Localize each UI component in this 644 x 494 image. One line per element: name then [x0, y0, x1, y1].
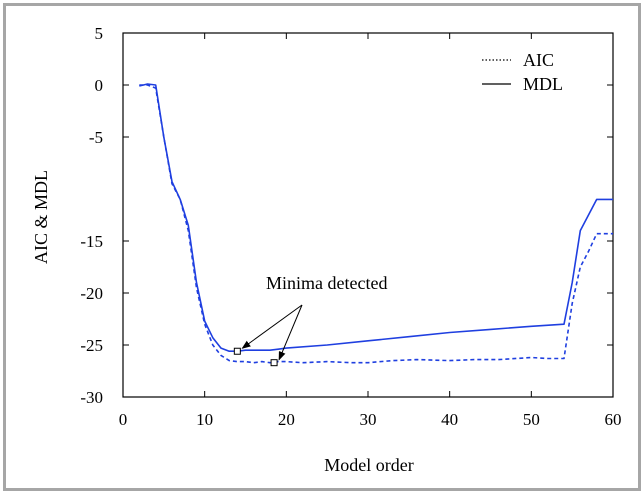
y-tick-label: -20 — [80, 284, 103, 303]
annotation-arrow-2 — [278, 304, 303, 361]
series-layer — [139, 83, 613, 364]
figure-frame — [3, 3, 641, 491]
series-line-mdl — [139, 83, 613, 353]
y-tick-label: 5 — [95, 24, 104, 43]
x-tick-label: 50 — [523, 410, 540, 429]
x-tick-label: 60 — [605, 410, 622, 429]
x-tick-label: 40 — [441, 410, 458, 429]
minima-marker-2 — [270, 359, 278, 367]
annotation-arrow-1 — [241, 304, 303, 349]
legend-label-mdl: MDL — [523, 74, 563, 94]
y-tick-label: -30 — [80, 388, 103, 407]
x-tick-label: 20 — [278, 410, 295, 429]
x-axis-label: Model order — [324, 455, 413, 475]
y-axis-label: AIC & MDL — [31, 170, 51, 264]
annotation-text: Minima detected — [266, 273, 387, 293]
x-tick-label: 30 — [360, 410, 377, 429]
y-tick-label: -15 — [80, 232, 103, 251]
series-line-aic — [139, 84, 613, 364]
y-tick-label: 0 — [95, 76, 104, 95]
x-tick-label: 0 — [119, 410, 128, 429]
minima-marker-1 — [233, 347, 241, 355]
legend-label-aic: AIC — [523, 50, 554, 70]
legend: AIC MDL — [482, 50, 563, 94]
y-tick-label: -25 — [80, 336, 103, 355]
annotation-layer — [233, 304, 303, 367]
y-tick-label: -5 — [89, 128, 103, 147]
x-tick-label: 10 — [196, 410, 213, 429]
